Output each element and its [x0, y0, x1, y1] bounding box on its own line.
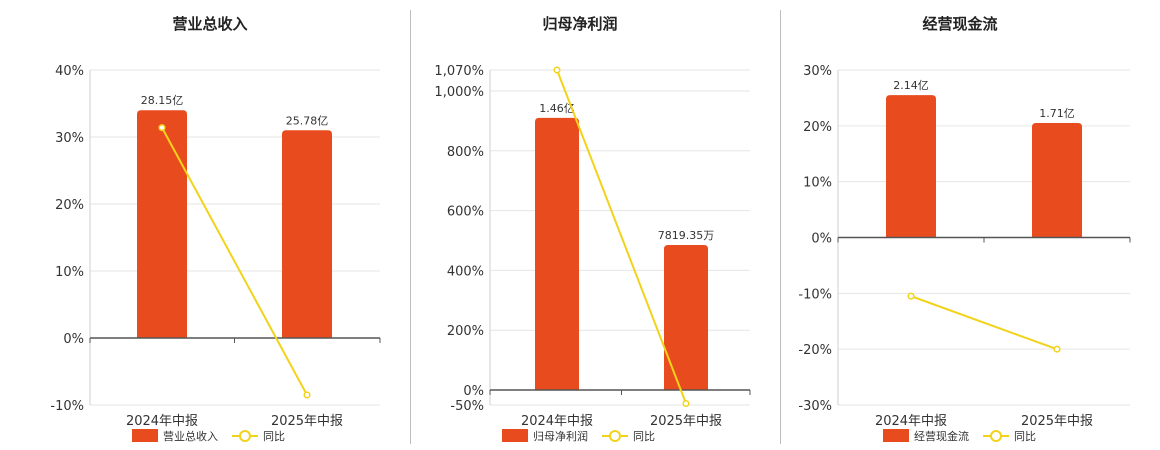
revenue-chart: 营业总收入 -10% 0% 10% 20% 30% 40% 28.15亿 25.78亿 2024年… — [50, 15, 381, 443]
yoy-point — [1053, 345, 1061, 353]
bar-data-label: 1.46亿 — [539, 102, 575, 115]
x-category-label: 2025年中报 — [1021, 414, 1093, 429]
legend-line-marker — [990, 430, 1002, 442]
yoy-point — [158, 124, 166, 132]
bar — [137, 110, 187, 338]
y-tick-label: 400% — [447, 264, 484, 279]
legend-line-label: 同比 — [633, 430, 655, 443]
bar — [1032, 123, 1082, 238]
y-tick-label: 1,000% — [434, 85, 484, 100]
net-profit-chart: 归母净利润 -50%0% 200% 400% 600% 800% 1,000% 1,070% 1… — [434, 15, 751, 443]
yoy-point — [682, 399, 690, 408]
x-category-label: 2024年中报 — [875, 414, 947, 429]
y-tick-label: 10% — [55, 265, 84, 280]
chart-title: 归母净利润 — [542, 15, 617, 33]
legend-line-label: 同比 — [263, 430, 285, 443]
bar-data-label: 7819.35万 — [658, 229, 715, 242]
y-tick-label: -30% — [798, 399, 832, 414]
yoy-line — [556, 69, 687, 404]
x-category-label: 2024年中报 — [126, 414, 198, 429]
chart-title: 经营现金流 — [922, 15, 997, 33]
y-tick-label: 10% — [803, 176, 832, 191]
y-tick-label: 30% — [803, 64, 832, 79]
chart-panel-cash-flow: 经营现金流 -30% -20% -10% 0% 10% 20% 30% 2.14亿 1.71亿 20… — [780, 0, 1160, 450]
legend-line-marker — [239, 430, 251, 442]
y-tick-label: 40% — [55, 64, 84, 79]
legend-bar-label: 经营现金流 — [914, 429, 969, 443]
legend-bar-swatch — [502, 429, 528, 442]
legend-bar-swatch — [132, 429, 158, 442]
y-tick-label: 200% — [447, 324, 484, 339]
y-tick-label: 20% — [803, 120, 832, 135]
bar — [886, 95, 936, 238]
y-tick-label: 0% — [463, 384, 484, 399]
legend-bar-swatch — [883, 429, 909, 442]
cash-flow-chart: 经营现金流 -30% -20% -10% 0% 10% 20% 30% 2.14亿 1.71亿 20… — [798, 15, 1131, 443]
legend-bar-label: 营业总收入 — [163, 429, 218, 443]
bar-data-label: 2.14亿 — [893, 79, 929, 92]
x-category-label: 2024年中报 — [521, 414, 593, 429]
bar — [282, 130, 332, 338]
panel-divider — [780, 10, 781, 444]
legend-line-label: 同比 — [1014, 430, 1036, 443]
panel-divider — [410, 10, 411, 444]
legend-bar-label: 归母净利润 — [533, 429, 588, 443]
yoy-point — [907, 292, 915, 300]
y-tick-label: 20% — [55, 198, 84, 213]
y-tick-label: 800% — [447, 145, 484, 160]
y-tick-label: 1,070% — [434, 64, 484, 79]
chart-panel-net-profit: 归母净利润 -50% 0% 200% 400% 600% 800% 1,000% 1,070% 1… — [390, 0, 780, 450]
y-tick-label: 600% — [447, 205, 484, 220]
chart-title: 营业总收入 — [172, 15, 247, 33]
bar-data-label: 1.71亿 — [1039, 107, 1075, 120]
bar — [535, 117, 579, 391]
x-category-label: 2025年中报 — [650, 414, 722, 429]
bar-data-label: 25.78亿 — [286, 114, 329, 127]
yoy-point — [303, 391, 311, 399]
y-tick-label: -20% — [798, 343, 832, 358]
y-tick-label: 0% — [811, 232, 832, 247]
yoy-line — [161, 127, 308, 396]
chart-panel-revenue: 营业总收入 -10% 0% 10% 20% 30% 40% 28.15亿 25.78亿 2024年… — [0, 0, 400, 450]
bar-data-label: 28.15亿 — [141, 94, 184, 107]
y-tick-label: 30% — [55, 131, 84, 146]
yoy-point — [553, 66, 561, 74]
y-tick-label: -50% — [450, 399, 484, 414]
y-tick-label: -10% — [798, 287, 832, 302]
yoy-line — [910, 295, 1058, 351]
bar — [664, 244, 708, 391]
x-category-label: 2025年中报 — [271, 414, 343, 429]
legend-line-marker — [609, 430, 621, 442]
y-tick-label: 0% — [63, 332, 84, 347]
y-tick-label: -10% — [50, 399, 84, 414]
